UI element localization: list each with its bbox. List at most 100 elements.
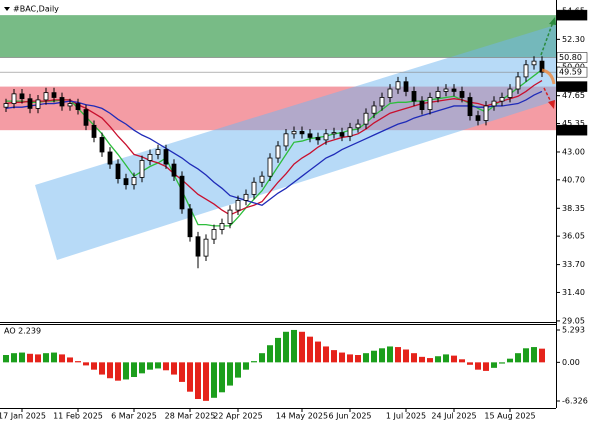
ao-bar (251, 361, 257, 363)
candle-body (27, 98, 33, 109)
down-arrow-head (548, 100, 555, 109)
ao-bar (155, 362, 161, 369)
level-label: 54.30 (559, 11, 582, 20)
x-tick-label: 14 May 2025 (276, 412, 328, 421)
y-tick-label: 45.35 (562, 119, 585, 128)
candle-body (427, 97, 433, 110)
candle-body (83, 109, 89, 126)
ao-bar (507, 358, 513, 363)
ao-bar (379, 348, 385, 363)
moving-average (5, 90, 543, 206)
level-label: 50.80 (559, 53, 582, 62)
ao-bar (187, 362, 193, 392)
forecast-arrows (540, 17, 556, 109)
ao-bar (451, 355, 457, 363)
menu-icon[interactable] (4, 7, 10, 11)
ao-bar (523, 348, 529, 363)
candle-body (219, 223, 225, 230)
turn-arrow (541, 68, 556, 85)
ao-bar (27, 353, 33, 363)
x-tick-label: 6 Jun 2025 (328, 412, 371, 421)
moving-average (5, 79, 543, 216)
candle-body (19, 93, 25, 100)
ao-bar (339, 352, 345, 363)
ao-bar (219, 362, 225, 393)
candle-body (51, 92, 57, 98)
ao-bar (211, 362, 217, 398)
candle-body (379, 97, 385, 107)
candle-body (171, 163, 177, 177)
ao-bar (459, 359, 465, 363)
zone (0, 15, 556, 58)
ao-bar (123, 362, 129, 380)
candle-body (339, 132, 345, 137)
ao-bar (99, 362, 105, 375)
ao-bar (371, 350, 377, 363)
candle-body (43, 92, 49, 101)
candle-body (267, 157, 273, 177)
candle-body (435, 91, 441, 98)
candle-body (139, 160, 145, 178)
ao-bar (315, 341, 321, 363)
candle-body (131, 177, 137, 186)
chart-title: #BAC,Daily (13, 5, 59, 14)
ao-bar (59, 354, 65, 363)
y-tick-label: 5.293 (562, 325, 585, 334)
ao-bar (75, 361, 81, 363)
x-tick-label: 6 Mar 2025 (111, 412, 157, 421)
ao-bar (323, 346, 329, 363)
candle-body (179, 175, 185, 210)
ao-bar (395, 347, 401, 363)
candle-body (243, 193, 249, 201)
candle-body (251, 181, 257, 195)
candle-body (99, 137, 105, 153)
candle-body (323, 133, 329, 141)
plot (0, 56, 556, 401)
candle-body (539, 60, 545, 73)
ao-bar (147, 362, 153, 370)
ao-bar (499, 362, 505, 364)
candle-body (11, 93, 17, 104)
x-tick-label: 11 Feb 2025 (53, 412, 103, 421)
candle-body (411, 91, 417, 102)
candle-body (115, 163, 121, 180)
level-label: 48.40 (559, 82, 582, 91)
down-arrow (543, 87, 553, 105)
candle-body (443, 88, 449, 92)
ao-bar (307, 336, 313, 363)
ao-bar (483, 362, 489, 371)
candle-body (275, 145, 281, 159)
candle-body (531, 60, 537, 66)
level-box (556, 52, 588, 63)
candle-body (211, 229, 217, 240)
ao-bar (51, 352, 57, 363)
x-tick-label: 24 Jul 2025 (431, 412, 476, 421)
candle-body (155, 149, 161, 155)
ao-bar (179, 362, 185, 382)
ao-bar (419, 356, 425, 363)
ao-bar (467, 362, 473, 365)
ao-bar (491, 362, 497, 368)
ao-bar (515, 353, 521, 363)
candle-body (475, 115, 481, 121)
candle-body (395, 81, 401, 90)
y-tick-label: 52.30 (562, 35, 585, 44)
candle-body (235, 200, 241, 211)
candle-body (107, 151, 113, 165)
ao-bar (203, 362, 209, 401)
ao-bar (347, 354, 353, 363)
ao-bar (411, 353, 417, 363)
ao-bar (267, 345, 273, 363)
candle-body (467, 97, 473, 117)
candle-body (451, 88, 457, 92)
y-tick-label: 29.05 (562, 316, 585, 325)
ao-bar (475, 362, 481, 370)
ao-bar (11, 353, 17, 363)
candle-body (75, 103, 81, 110)
ao-bar (115, 362, 121, 381)
candle-body (331, 132, 337, 135)
candle-body (523, 64, 529, 78)
candle-body (307, 133, 313, 138)
candle-body (371, 105, 377, 114)
